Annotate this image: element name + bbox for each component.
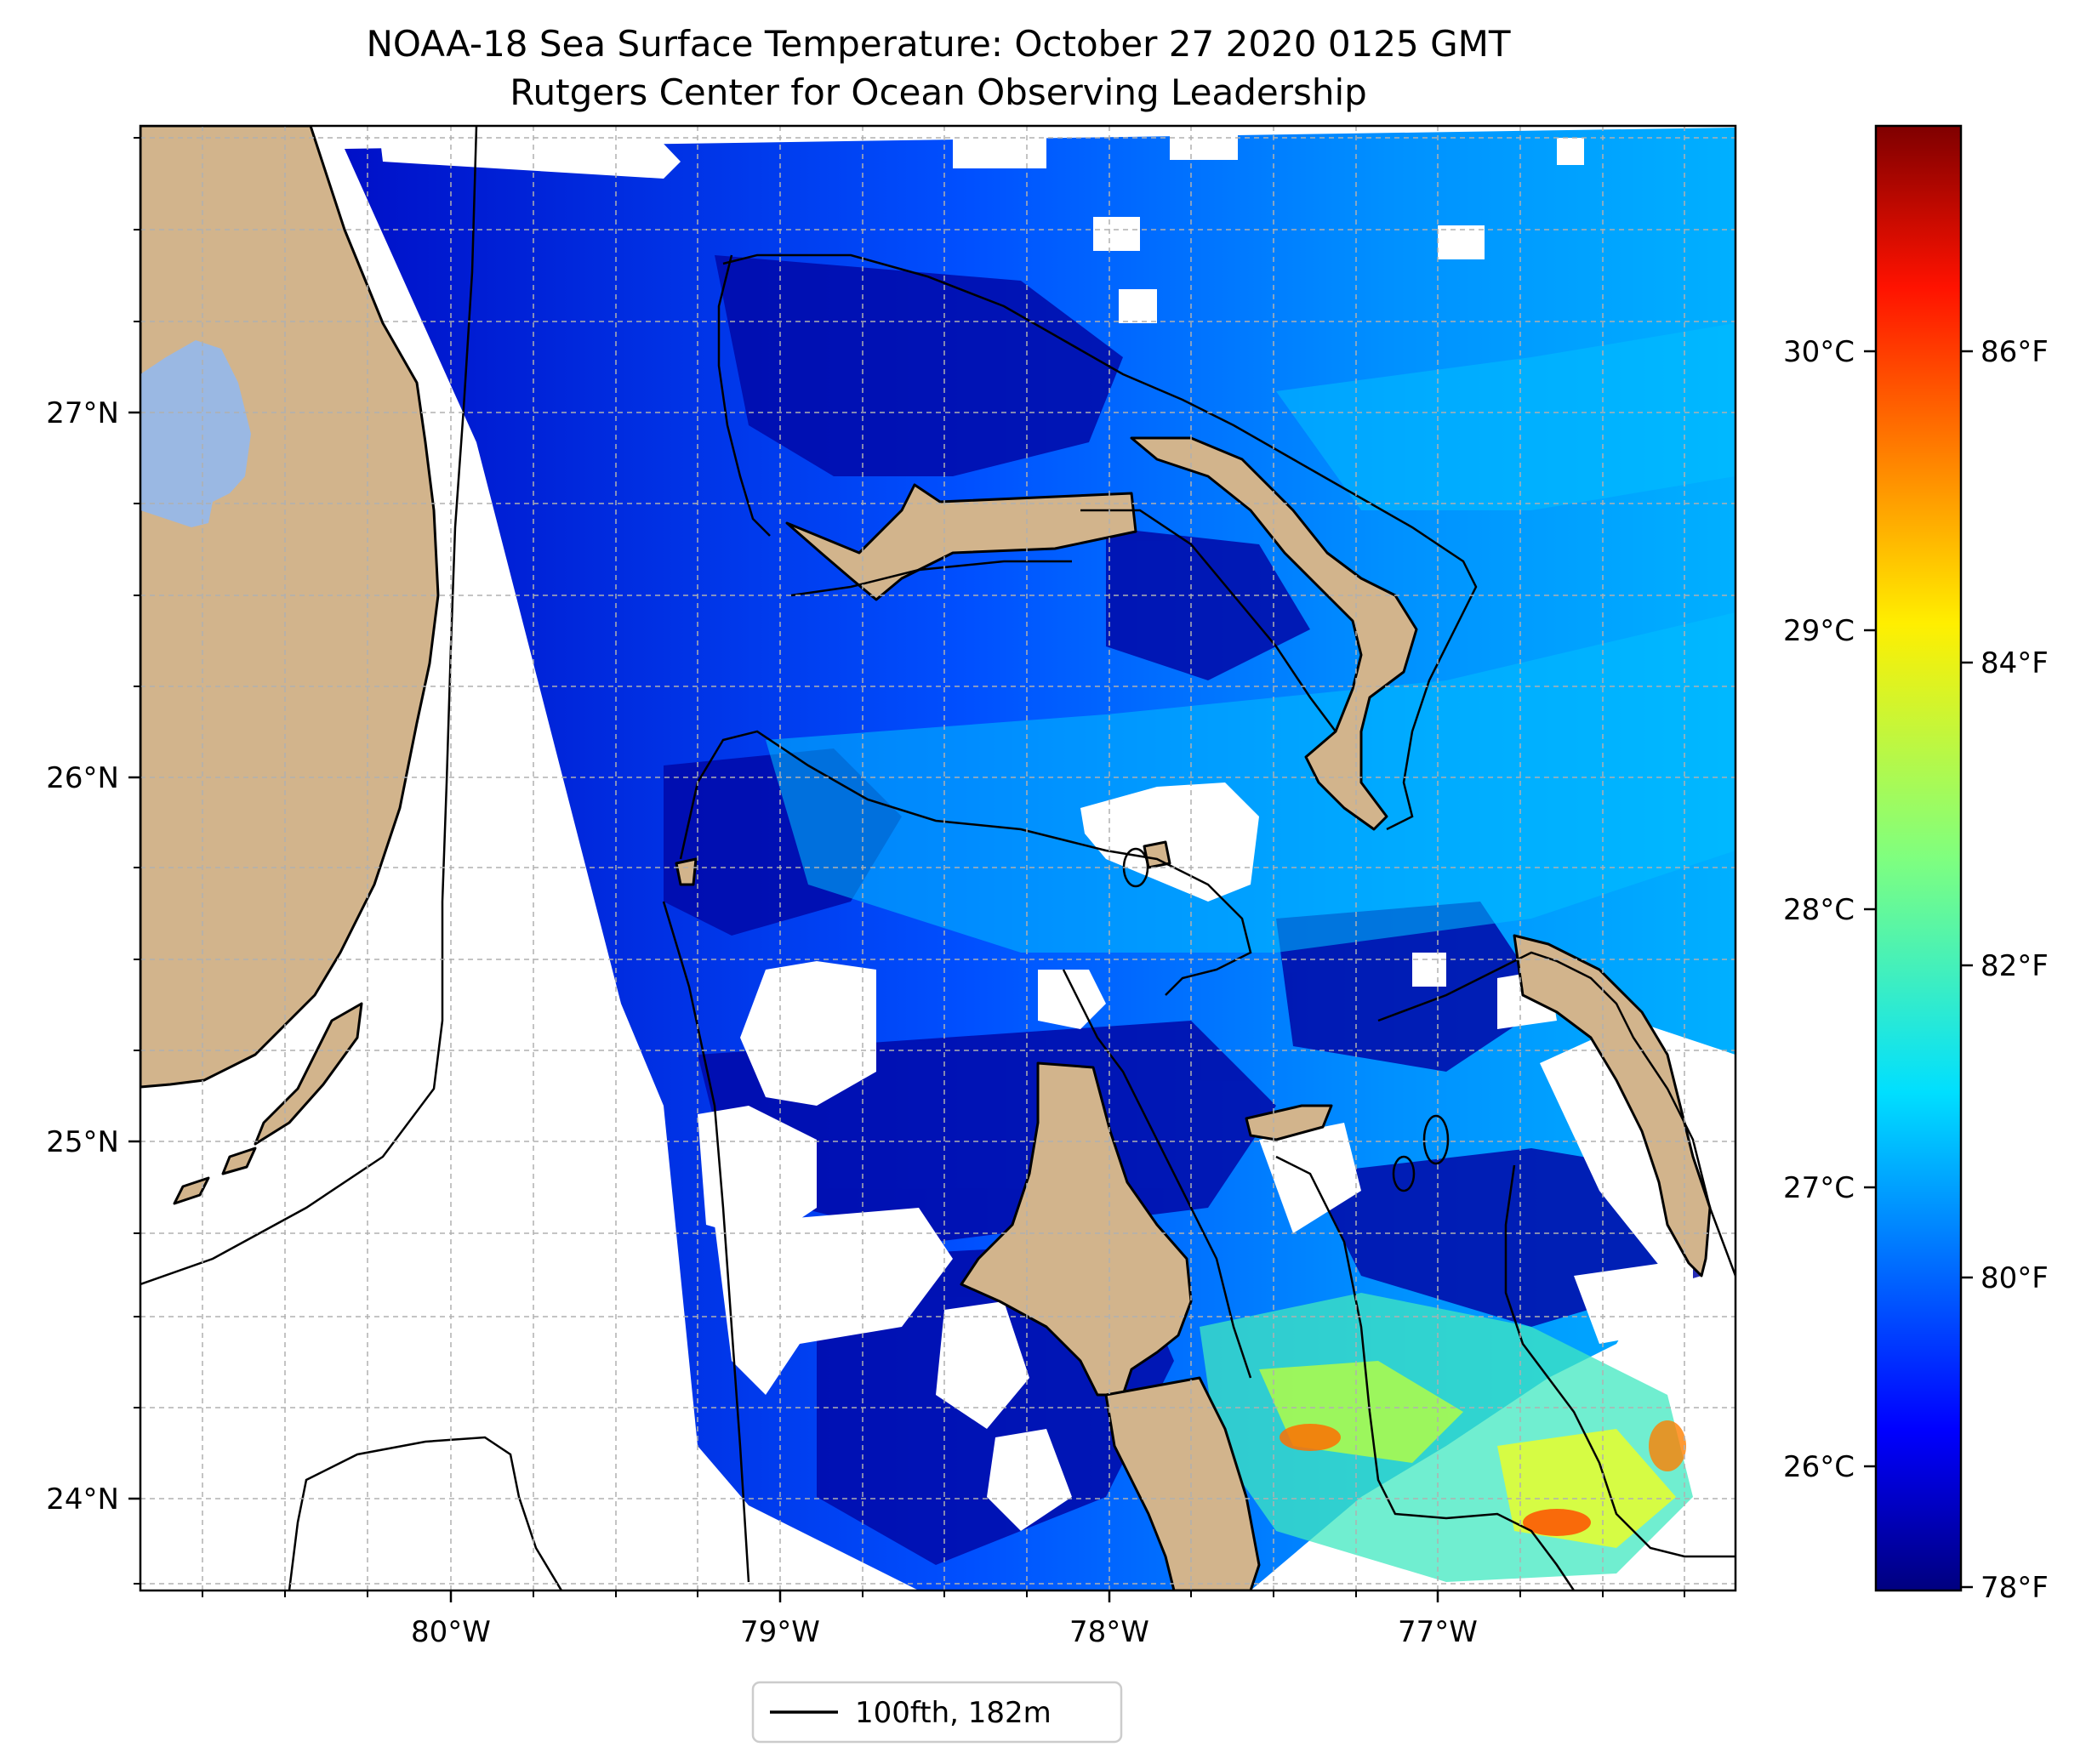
new-providence — [1245, 1104, 1333, 1141]
lake-okeechobee — [140, 340, 251, 527]
colorbar — [1874, 124, 1963, 1592]
major-ticks — [128, 411, 1439, 1602]
bimini — [675, 857, 698, 886]
legend: 100fth, 182m — [751, 1681, 1123, 1744]
x-tick-label: 77°W — [1398, 1615, 1478, 1649]
map-area — [140, 126, 1735, 1590]
y-tick-label: 25°N — [46, 1125, 119, 1159]
colorbar-celsius-label: 26°C — [1783, 1450, 1855, 1484]
x-tick-label: 79°W — [740, 1615, 820, 1649]
colorbar-fahrenheit-ticks — [1961, 350, 1973, 1589]
map-frame — [139, 124, 1737, 1592]
colorbar-fahrenheit-label: 78°F — [1981, 1571, 2049, 1605]
gridlines — [140, 126, 1735, 1590]
y-tick-label: 27°N — [46, 396, 119, 430]
great-abaco — [1130, 436, 1418, 831]
y-tick-label: 26°N — [46, 761, 119, 795]
x-tick-label: 78°W — [1069, 1615, 1149, 1649]
legend-label: 100fth, 182m — [855, 1696, 1052, 1730]
colorbar-fahrenheit-label: 82°F — [1981, 949, 2049, 983]
chart-title: NOAA-18 Sea Surface Temperature: October… — [366, 23, 1510, 65]
chart-subtitle: Rutgers Center for Ocean Observing Leade… — [510, 71, 1367, 113]
colorbar-celsius-ticks — [1864, 350, 1876, 1468]
minor-ticks — [134, 137, 1685, 1597]
colorbar-celsius-label: 28°C — [1783, 893, 1855, 927]
y-tick-label: 24°N — [46, 1482, 119, 1516]
florida-keys — [254, 1002, 363, 1146]
colorbar-celsius-label: 27°C — [1783, 1171, 1855, 1205]
colorbar-fahrenheit-label: 84°F — [1981, 646, 2049, 680]
colorbar-fahrenheit-label: 80°F — [1981, 1261, 2049, 1295]
legend-box — [751, 1681, 1123, 1744]
grand-bahama — [785, 483, 1137, 601]
colorbar-fahrenheit-label: 86°F — [1981, 335, 2049, 369]
bathymetry-contours — [140, 126, 1735, 1590]
warm-water-south — [1200, 1293, 1693, 1582]
colorbar-celsius-label: 29°C — [1783, 614, 1855, 648]
x-tick-label: 80°W — [411, 1615, 491, 1649]
colorbar-celsius-label: 30°C — [1783, 335, 1855, 369]
south-andros — [1104, 1376, 1261, 1590]
eleuthera — [1513, 934, 1712, 1277]
